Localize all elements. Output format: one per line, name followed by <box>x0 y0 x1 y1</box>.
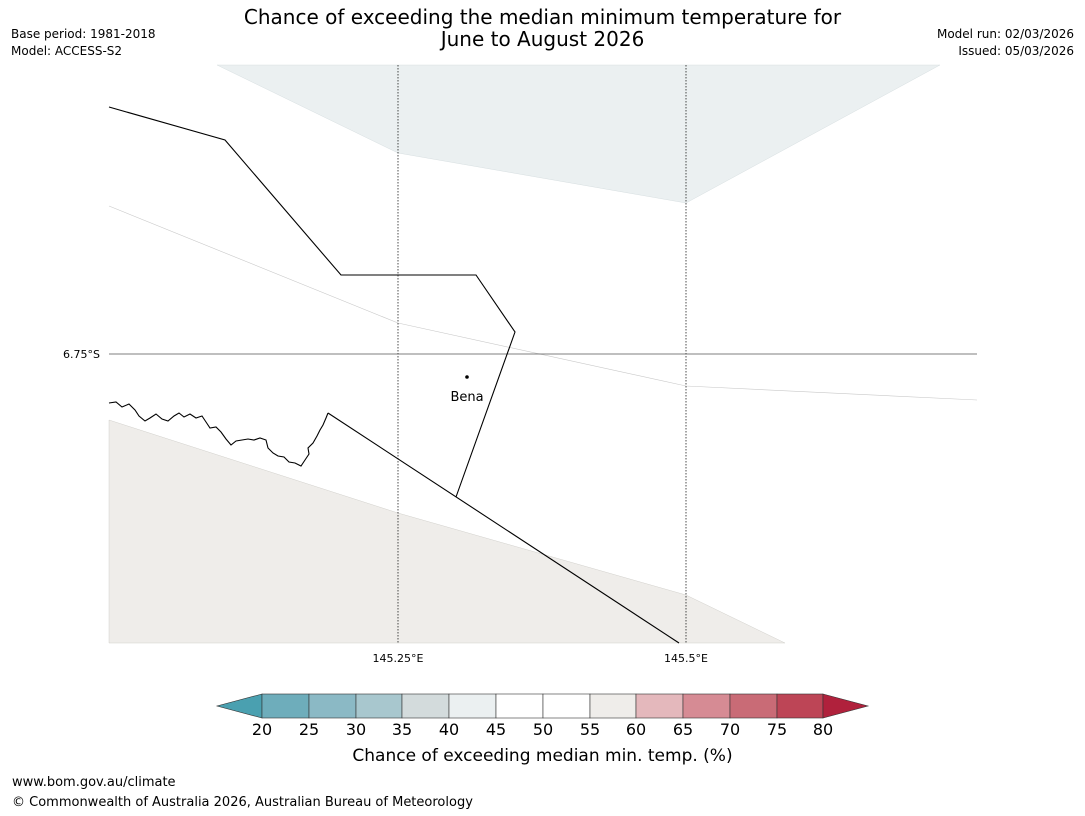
colorbar-bin-65-70 <box>682 693 731 719</box>
colorbar-title: Chance of exceeding median min. temp. (%… <box>352 746 733 766</box>
colorbar-bin-40-45 <box>448 693 497 719</box>
colorbar-bin-35-40 <box>401 693 450 719</box>
colorbar <box>215 693 870 719</box>
footer-copyright: © Commonwealth of Australia 2026, Austra… <box>12 795 473 810</box>
colorbar-tick-50: 50 <box>532 720 554 739</box>
contour-line <box>108 205 978 401</box>
meta-left: Base period: 1981-2018 Model: ACCESS-S2 <box>11 26 156 60</box>
colorbar-tick-55: 55 <box>579 720 601 739</box>
colorbar-tick-75: 75 <box>766 720 788 739</box>
colorbar-tick-80: 80 <box>812 720 834 739</box>
town-label-bena: Bena <box>450 390 483 405</box>
region-55-60-shading <box>108 419 786 644</box>
base-period: Base period: 1981-2018 <box>11 27 156 41</box>
issued-date: Issued: 05/03/2026 <box>958 44 1074 58</box>
longitude-label-145-5: 145.5°E <box>664 652 708 665</box>
province-boundary <box>108 106 516 498</box>
latitude-label: 6.75°S <box>63 348 100 361</box>
colorbar-bin-25-30 <box>308 693 357 719</box>
model-run: Model run: 02/03/2026 <box>936 27 1074 41</box>
colorbar-bin-30-35 <box>355 693 403 719</box>
colorbar-bin-75-80 <box>776 693 824 719</box>
colorbar-tick-20: 20 <box>251 720 273 739</box>
model-name: Model: ACCESS-S2 <box>11 44 123 58</box>
colorbar-tick-65: 65 <box>672 720 694 739</box>
colorbar-tick-40: 40 <box>438 720 460 739</box>
colorbar-below-20-arrow <box>215 693 263 719</box>
colorbar-tick-60: 60 <box>625 720 647 739</box>
province-boundary <box>327 412 680 644</box>
colorbar-tick-25: 25 <box>298 720 320 739</box>
colorbar-above-80-arrow <box>822 693 870 719</box>
town-marker-dot <box>465 375 469 379</box>
meta-right: Model run: 02/03/2026 Issued: 05/03/2026 <box>937 26 1074 60</box>
title-line-1: Chance of exceeding the median minimum t… <box>243 5 842 29</box>
colorbar-tick-30: 30 <box>345 720 367 739</box>
colorbar-bin-55-60 <box>589 693 637 719</box>
colorbar-bin-70-75 <box>729 693 778 719</box>
colorbar-tick-70: 70 <box>719 720 741 739</box>
longitude-label-145-25: 145.25°E <box>373 652 424 665</box>
colorbar-bin-60-65 <box>635 693 684 719</box>
map-title: Chance of exceeding the median minimum t… <box>0 6 1085 50</box>
colorbar-bin-45-50 <box>495 693 544 719</box>
colorbar-tick-45: 45 <box>485 720 507 739</box>
region-40-45-shading <box>216 64 941 204</box>
colorbar-bin-20-25 <box>261 693 310 719</box>
footer-url[interactable]: www.bom.gov.au/climate <box>12 775 176 790</box>
colorbar-bin-50-55 <box>542 693 591 719</box>
title-line-2: June to August 2026 <box>440 27 645 51</box>
colorbar-tick-35: 35 <box>391 720 413 739</box>
coastline <box>108 401 329 467</box>
